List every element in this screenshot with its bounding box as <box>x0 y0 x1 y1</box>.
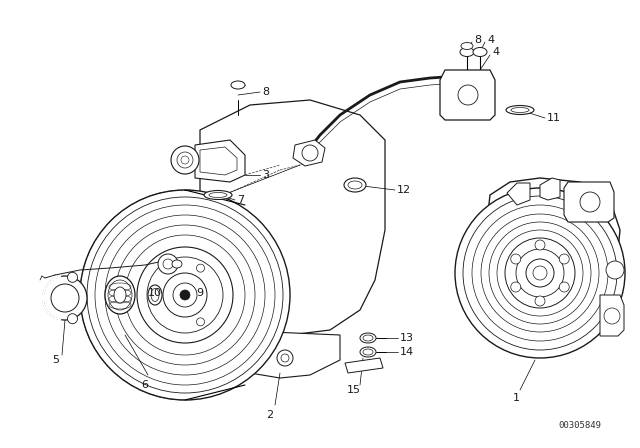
Circle shape <box>163 273 207 317</box>
Ellipse shape <box>114 287 126 303</box>
Polygon shape <box>440 70 495 120</box>
Circle shape <box>163 259 173 269</box>
Circle shape <box>51 284 79 312</box>
Ellipse shape <box>105 276 135 314</box>
Polygon shape <box>507 183 530 205</box>
Circle shape <box>458 85 478 105</box>
Text: 00305849: 00305849 <box>559 421 602 430</box>
Circle shape <box>150 291 158 299</box>
Circle shape <box>472 205 608 341</box>
Circle shape <box>105 215 265 375</box>
Text: 4: 4 <box>487 35 494 45</box>
Circle shape <box>580 192 600 212</box>
Ellipse shape <box>209 193 227 198</box>
Text: 7: 7 <box>237 195 244 205</box>
Polygon shape <box>293 140 325 166</box>
Ellipse shape <box>360 347 376 357</box>
Circle shape <box>173 283 197 307</box>
Text: 1: 1 <box>513 393 520 403</box>
Circle shape <box>455 188 625 358</box>
Ellipse shape <box>148 285 162 305</box>
Text: 14: 14 <box>400 347 414 357</box>
Circle shape <box>180 290 190 300</box>
Circle shape <box>516 249 564 297</box>
Text: 2: 2 <box>266 410 273 420</box>
Circle shape <box>526 259 554 287</box>
Circle shape <box>505 238 575 308</box>
Circle shape <box>80 190 290 400</box>
Text: 10: 10 <box>148 288 162 298</box>
Circle shape <box>68 314 77 323</box>
Polygon shape <box>564 182 614 222</box>
Ellipse shape <box>348 181 362 189</box>
Circle shape <box>196 264 205 272</box>
Polygon shape <box>540 178 560 200</box>
Polygon shape <box>200 100 385 335</box>
Polygon shape <box>195 140 245 182</box>
Circle shape <box>115 225 255 365</box>
Polygon shape <box>345 358 383 373</box>
Text: 6: 6 <box>141 380 148 390</box>
Circle shape <box>177 152 193 168</box>
Circle shape <box>606 261 624 279</box>
Circle shape <box>125 235 245 355</box>
Text: 4: 4 <box>492 47 499 57</box>
Text: 5: 5 <box>52 355 60 365</box>
Circle shape <box>559 282 569 292</box>
Ellipse shape <box>344 178 366 192</box>
Text: 3: 3 <box>262 170 269 180</box>
Ellipse shape <box>473 47 487 56</box>
Circle shape <box>43 276 87 320</box>
Circle shape <box>559 254 569 264</box>
Ellipse shape <box>172 260 182 268</box>
Circle shape <box>181 156 189 164</box>
Polygon shape <box>225 330 340 378</box>
Ellipse shape <box>151 289 159 302</box>
Circle shape <box>281 354 289 362</box>
Circle shape <box>158 254 178 274</box>
Circle shape <box>535 296 545 306</box>
Ellipse shape <box>231 81 245 89</box>
Text: 15: 15 <box>347 385 361 395</box>
Circle shape <box>302 145 318 161</box>
Ellipse shape <box>360 333 376 343</box>
Circle shape <box>535 240 545 250</box>
Text: 8: 8 <box>262 87 269 97</box>
Circle shape <box>277 350 293 366</box>
Circle shape <box>481 214 599 332</box>
Text: 8: 8 <box>474 35 481 45</box>
Circle shape <box>533 266 547 280</box>
Text: 13: 13 <box>400 333 414 343</box>
Circle shape <box>147 257 223 333</box>
Polygon shape <box>485 178 620 355</box>
Circle shape <box>95 205 275 385</box>
Polygon shape <box>495 188 610 345</box>
Circle shape <box>497 230 583 316</box>
Text: 9: 9 <box>196 288 203 298</box>
Circle shape <box>489 222 591 324</box>
Text: 12: 12 <box>397 185 411 195</box>
Ellipse shape <box>108 280 132 310</box>
Ellipse shape <box>460 47 474 56</box>
Polygon shape <box>600 295 624 336</box>
Ellipse shape <box>363 335 373 341</box>
Circle shape <box>511 282 521 292</box>
Circle shape <box>604 308 620 324</box>
Polygon shape <box>200 147 237 175</box>
Ellipse shape <box>506 105 534 115</box>
Circle shape <box>463 196 617 350</box>
Circle shape <box>196 318 205 326</box>
Circle shape <box>68 272 77 282</box>
Ellipse shape <box>461 43 473 49</box>
Text: 11: 11 <box>547 113 561 123</box>
Circle shape <box>511 254 521 264</box>
Ellipse shape <box>363 349 373 355</box>
Ellipse shape <box>511 108 529 112</box>
Circle shape <box>171 146 199 174</box>
Circle shape <box>87 197 283 393</box>
Ellipse shape <box>204 190 232 199</box>
Circle shape <box>137 247 233 343</box>
